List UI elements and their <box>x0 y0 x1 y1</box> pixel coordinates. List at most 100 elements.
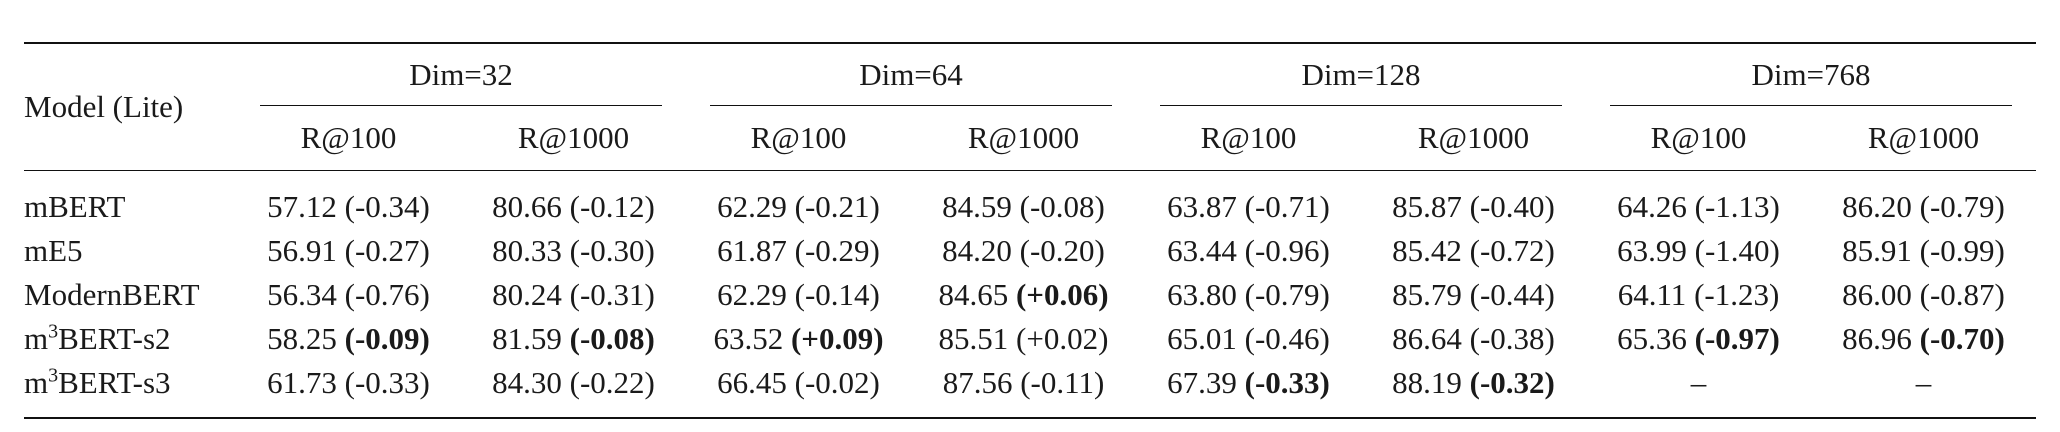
score-value: 63.44 <box>1167 233 1237 268</box>
score-delta: (-0.29) <box>794 233 880 268</box>
score-value: 61.87 <box>717 233 787 268</box>
score-cell: 80.24 (-0.31) <box>461 273 686 317</box>
score-delta: (-0.46) <box>1244 321 1330 356</box>
metric-header: R@100 <box>300 120 397 155</box>
score-cell: 56.34 (-0.76) <box>236 273 461 317</box>
model-name-superscript: 3 <box>48 364 59 387</box>
score-delta: (-0.44) <box>1469 277 1555 312</box>
group-header-dim768: Dim=768 <box>1586 43 2036 106</box>
group-label: Dim=32 <box>409 57 513 92</box>
score-cell: 62.29 (-0.21) <box>686 171 911 230</box>
score-value: 85.51 <box>938 321 1009 356</box>
score-cell: – <box>1586 361 1811 418</box>
score-value: 85.79 <box>1392 277 1462 312</box>
table-row: mBERT 57.12 (-0.34) 80.66 (-0.12) 62.29 (-0… <box>24 171 2036 230</box>
score-delta: (-0.70) <box>1919 321 2005 356</box>
score-delta: (-0.97) <box>1694 321 1780 356</box>
score-delta: (-0.27) <box>344 233 430 268</box>
score-value: 61.73 <box>267 365 337 400</box>
score-value: 56.34 <box>267 277 337 312</box>
score-value: 57.12 <box>267 189 337 224</box>
score-value: 81.59 <box>492 321 562 356</box>
score-value: 63.52 <box>713 321 784 356</box>
metric-header: R@100 <box>750 120 847 155</box>
group-underline <box>1160 105 1562 106</box>
missing-value: – <box>1915 365 1932 400</box>
score-delta: (-0.08) <box>569 321 655 356</box>
table-row: m3BERT-s3 61.73 (-0.33) 84.30 (-0.22) 66.45… <box>24 361 2036 418</box>
table-body: mBERT 57.12 (-0.34) 80.66 (-0.12) 62.29 (-0… <box>24 171 2036 418</box>
metric-header: R@100 <box>1650 120 1747 155</box>
score-value: 62.29 <box>717 277 787 312</box>
score-delta: (-0.31) <box>569 277 655 312</box>
group-label: Dim=64 <box>859 57 963 92</box>
score-delta: (+0.06) <box>1015 277 1109 312</box>
model-name: mE5 <box>24 233 83 268</box>
table-row: mE5 56.91 (-0.27) 80.33 (-0.30) 61.87 (-0.2… <box>24 229 2036 273</box>
score-cell: 85.87 (-0.40) <box>1361 171 1586 230</box>
group-label: Dim=768 <box>1751 57 1871 92</box>
score-delta: (-0.72) <box>1469 233 1555 268</box>
results-table: Model (Lite) Dim=32 Dim=64 Dim=128 Dim=7… <box>24 42 2036 419</box>
score-delta: (-0.09) <box>344 321 430 356</box>
score-delta: (-0.12) <box>569 189 655 224</box>
score-cell: 63.99 (-1.40) <box>1586 229 1811 273</box>
score-cell: 84.59 (-0.08) <box>911 171 1136 230</box>
score-value: 86.64 <box>1392 321 1462 356</box>
score-value: 80.33 <box>492 233 562 268</box>
score-delta: (-0.30) <box>569 233 655 268</box>
score-cell: 86.96 (-0.70) <box>1811 317 2036 361</box>
score-delta: (-0.34) <box>344 189 430 224</box>
group-header-dim128: Dim=128 <box>1136 43 1586 106</box>
score-value: 84.65 <box>938 277 1009 312</box>
results-table-container: Model (Lite) Dim=32 Dim=64 Dim=128 Dim=7… <box>24 42 2036 419</box>
score-cell: 58.25 (-0.09) <box>236 317 461 361</box>
score-cell: 88.19 (-0.32) <box>1361 361 1586 418</box>
score-cell: 63.80 (-0.79) <box>1136 273 1361 317</box>
score-cell: 63.44 (-0.96) <box>1136 229 1361 273</box>
model-column-header: Model (Lite) <box>24 43 236 171</box>
score-value: 88.19 <box>1392 365 1462 400</box>
score-value: 65.36 <box>1617 321 1687 356</box>
model-name-superscript: 3 <box>48 320 59 343</box>
score-value: 62.29 <box>717 189 787 224</box>
metric-header: R@1000 <box>517 120 630 155</box>
group-header-dim64: Dim=64 <box>686 43 1136 106</box>
score-delta: (-0.71) <box>1244 189 1330 224</box>
model-name-suffix: BERT-s3 <box>58 365 171 400</box>
score-cell: 85.91 (-0.99) <box>1811 229 2036 273</box>
table-row: ModernBERT 56.34 (-0.76) 80.24 (-0.31) 62.2… <box>24 273 2036 317</box>
group-underline <box>260 105 662 106</box>
metric-header: R@1000 <box>1417 120 1530 155</box>
model-name-prefix: m <box>24 321 49 356</box>
group-header-dim32: Dim=32 <box>236 43 686 106</box>
score-cell: 84.65 (+0.06) <box>911 273 1136 317</box>
score-delta: (-1.40) <box>1694 233 1780 268</box>
score-cell: 67.39 (-0.33) <box>1136 361 1361 418</box>
score-delta: (-1.13) <box>1694 189 1780 224</box>
metric-header-row: R@100 R@1000 R@100 R@1000 R@100 R@1000 R… <box>24 106 2036 171</box>
score-cell: 85.51 (+0.02) <box>911 317 1136 361</box>
score-cell: 85.79 (-0.44) <box>1361 273 1586 317</box>
score-delta: (-0.33) <box>1244 365 1330 400</box>
score-cell: 65.01 (-0.46) <box>1136 317 1361 361</box>
score-delta: (-0.99) <box>1919 233 2005 268</box>
score-delta: (-0.40) <box>1469 189 1555 224</box>
score-cell: 84.20 (-0.20) <box>911 229 1136 273</box>
score-delta: (-0.21) <box>794 189 880 224</box>
score-delta: (-0.11) <box>1020 365 1105 400</box>
missing-value: – <box>1690 365 1707 400</box>
score-cell: 56.91 (-0.27) <box>236 229 461 273</box>
score-value: 65.01 <box>1167 321 1237 356</box>
metric-header: R@100 <box>1200 120 1297 155</box>
score-delta: (-0.32) <box>1469 365 1555 400</box>
score-cell: 85.42 (-0.72) <box>1361 229 1586 273</box>
score-cell: 62.29 (-0.14) <box>686 273 911 317</box>
score-value: 63.87 <box>1167 189 1237 224</box>
score-value: 84.20 <box>942 233 1012 268</box>
score-value: 80.24 <box>492 277 562 312</box>
score-value: 85.91 <box>1842 233 1912 268</box>
score-cell: 64.26 (-1.13) <box>1586 171 1811 230</box>
score-delta: (+0.02) <box>1016 321 1109 356</box>
score-value: 66.45 <box>717 365 787 400</box>
